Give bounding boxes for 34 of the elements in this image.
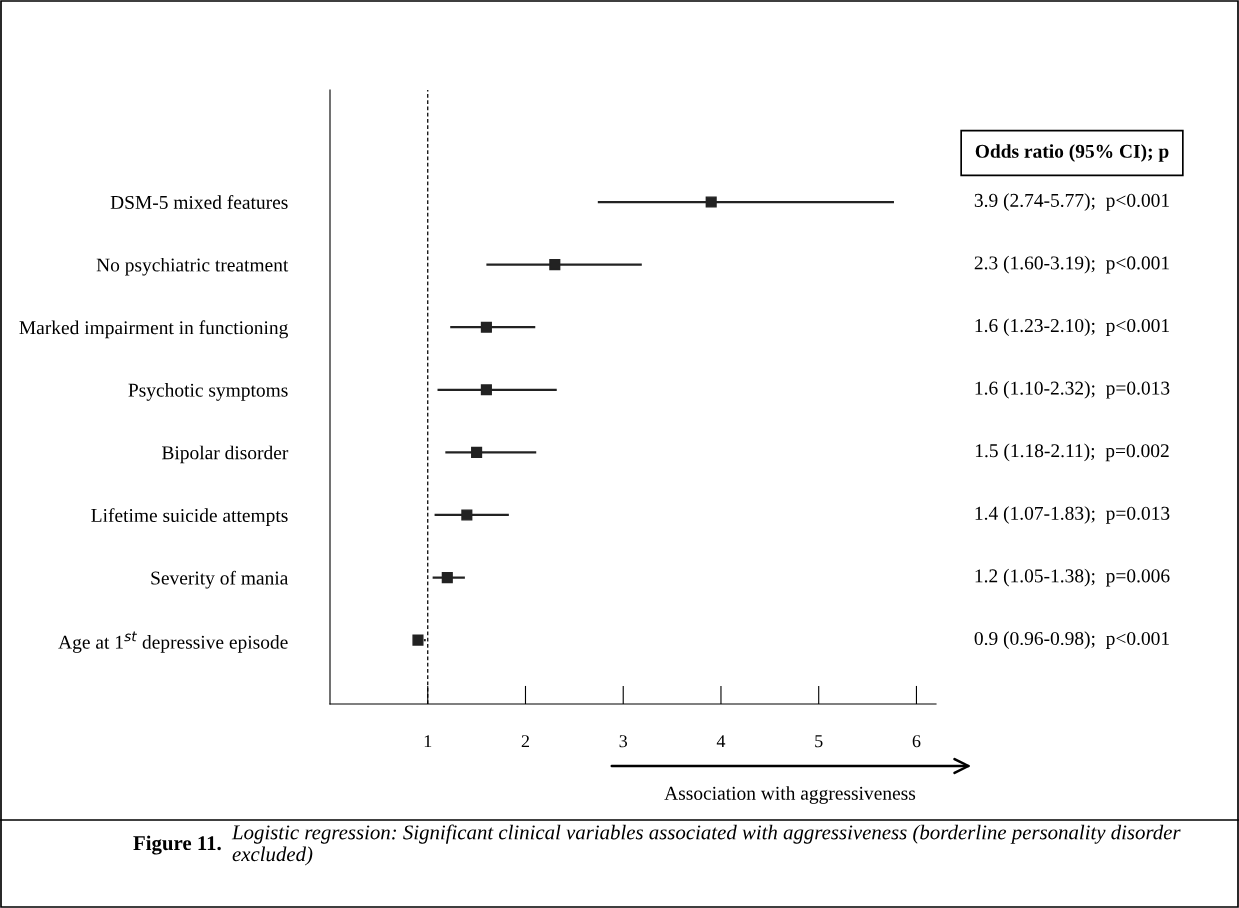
text: Figure 11. (133, 835, 221, 855)
x-tick-label: 5 (815, 735, 823, 748)
point (471, 446, 483, 458)
point (705, 196, 717, 208)
x-tick-label: 1 (424, 735, 432, 748)
point (549, 259, 561, 271)
y-tick-label: Age at 1$^{st}$ depressive episode (58, 631, 288, 653)
y-tick-label: DSM-5 mixed features (110, 195, 288, 209)
text: Logistic regression: Significant clinical variables associated with aggressiveness (borderline personality disorder excluded) (231, 824, 1181, 866)
point (461, 509, 473, 521)
data-label: 3.9 (2.74-5.77); p<0.001 (974, 193, 1169, 211)
x-axis-title: Association with aggressiveness (664, 786, 916, 804)
point (441, 572, 453, 584)
x-tick-label: 3 (619, 735, 628, 748)
point (480, 384, 492, 396)
y-tick-label: Marked impairment in functioning (19, 320, 288, 339)
y-tick-label: Lifetime suicide attempts (91, 508, 288, 526)
y-tick-label: Bipolar disorder (161, 445, 289, 464)
data-label: 1.5 (1.18-2.11); p=0.002 (975, 443, 1169, 462)
data-label: 1.6 (1.23-2.10); p<0.001 (975, 318, 1169, 337)
y-tick-label: Psychotic symptoms (128, 383, 288, 401)
point (412, 634, 424, 646)
data-label: 2.3 (1.60-3.19); p<0.001 (974, 255, 1169, 274)
y-tick-label: No psychiatric treatment (96, 257, 289, 276)
x-tick-label: 6 (912, 735, 921, 748)
point (480, 321, 492, 333)
data-label: 1.2 (1.05-1.38); p=0.006 (975, 568, 1170, 587)
y-tick-label: Severity of mania (151, 570, 289, 589)
x-tick-label: 2 (521, 735, 529, 748)
data-label: 1.6 (1.10-2.32); p=0.013 (975, 380, 1170, 399)
data-label: 0.9 (0.96-0.98); p<0.001 (974, 631, 1169, 649)
legend-title: Odds ratio (95% CI); p (975, 144, 1169, 162)
data-label: 1.4 (1.07-1.83); p=0.013 (975, 506, 1170, 524)
x-tick-label: 4 (716, 735, 726, 748)
